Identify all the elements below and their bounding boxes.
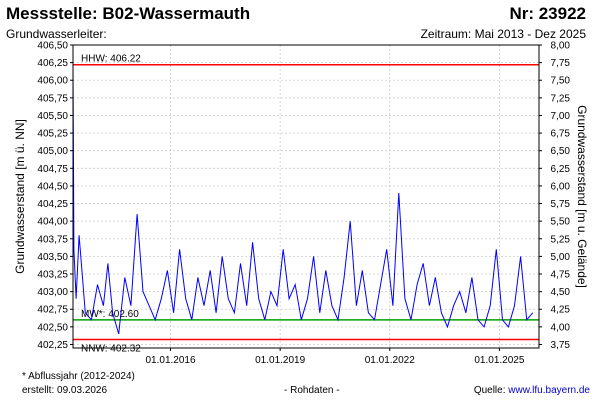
y2-tick-label: 7,00 <box>551 111 571 122</box>
y2-tick-label: 5,00 <box>551 252 571 263</box>
y-tick-label: 406,50 <box>37 41 68 52</box>
footnote: * Abflussjahr (2012-2024) <box>22 371 135 382</box>
y-tick-label: 406,00 <box>37 76 68 87</box>
y-tick-label: 402,75 <box>37 305 68 316</box>
y2-tick-label: 7,50 <box>551 76 571 87</box>
y-tick-label: 404,75 <box>37 164 68 175</box>
y2-tick-label: 6,00 <box>551 181 571 192</box>
y2-tick-label: 4,75 <box>551 270 571 281</box>
y2-axis-label: Grundwasserstand [m u. Gelände] <box>575 105 589 288</box>
y2-tick-label: 6,75 <box>551 129 571 140</box>
reference-line-label: NNW: 402.32 <box>81 344 141 355</box>
page-title: Messstelle: B02-Wassermauth <box>6 4 251 23</box>
y-tick-label: 402,25 <box>37 340 68 351</box>
x-tick-label: 01.01.2019 <box>255 355 305 366</box>
y2-tick-label: 8,00 <box>551 41 571 52</box>
y2-tick-label: 7,25 <box>551 93 571 104</box>
y2-tick-label: 5,50 <box>551 217 571 228</box>
x-tick-label: 01.01.2016 <box>145 355 195 366</box>
y2-axis-ticks: 3,75 4,00 4,25 4,50 4,75 5,00 5,25 5,50 5,75 6,00… <box>539 41 570 351</box>
created-date: erstellt: 09.03.2026 <box>22 385 108 396</box>
y2-tick-label: 3,75 <box>551 340 571 351</box>
y-tick-label: 404,50 <box>37 181 68 192</box>
y2-tick-label: 4,50 <box>551 287 571 298</box>
aquifer-label: Grundwasserleiter: <box>6 27 107 41</box>
x-tick-label: 01.01.2025 <box>474 355 524 366</box>
y-tick-label: 404,00 <box>37 217 68 228</box>
y2-tick-label: 5,75 <box>551 199 571 210</box>
source-link[interactable]: www.lfu.bayern.de <box>508 385 590 396</box>
time-range: Zeitraum: Mai 2013 - Dez 2025 <box>420 27 586 41</box>
y-tick-label: 405,00 <box>37 146 68 157</box>
y2-tick-label: 6,25 <box>551 164 571 175</box>
y-tick-label: 405,25 <box>37 129 68 140</box>
reference-line-label: MW*: 402.60 <box>81 309 139 320</box>
series-line <box>72 66 534 335</box>
y-axis-ticks: 402,25 402,50 402,75 403,00 403,25 403,50 403,… <box>37 41 73 351</box>
reference-line-label: HHW: 406.22 <box>81 54 141 65</box>
x-axis-ticks: 01.01.2016 01.01.2019 01.01.2022 01.01.2025 <box>145 348 525 366</box>
y-tick-label: 403,00 <box>37 287 68 298</box>
y-tick-label: 403,25 <box>37 270 68 281</box>
y2-tick-label: 4,00 <box>551 322 571 333</box>
y-tick-label: 402,50 <box>37 322 68 333</box>
source-label: Quelle: <box>473 385 509 396</box>
y2-tick-label: 6,50 <box>551 146 571 157</box>
y2-tick-label: 4,25 <box>551 305 571 316</box>
station-number: Nr: 23922 <box>509 4 586 23</box>
data-series <box>72 66 534 335</box>
y-tick-label: 404,25 <box>37 199 68 210</box>
y-tick-label: 406,25 <box>37 58 68 69</box>
y-tick-label: 405,75 <box>37 93 68 104</box>
reference-lines: HHW: 406.22 MW*: 402.60 NNW: 402.32 <box>73 54 539 355</box>
y2-tick-label: 7,75 <box>551 58 571 69</box>
raw-data-note: - Rohdaten - <box>284 385 340 396</box>
source: Quelle: www.lfu.bayern.de <box>474 385 590 396</box>
plot-frame <box>72 44 540 349</box>
y-axis-label: Grundwasserstand [m ü. NN] <box>13 119 27 274</box>
y-tick-label: 403,75 <box>37 234 68 245</box>
y-tick-label: 403,50 <box>37 252 68 263</box>
x-tick-label: 01.01.2022 <box>365 355 415 366</box>
y-tick-label: 405,50 <box>37 111 68 122</box>
y2-tick-label: 5,25 <box>551 234 571 245</box>
